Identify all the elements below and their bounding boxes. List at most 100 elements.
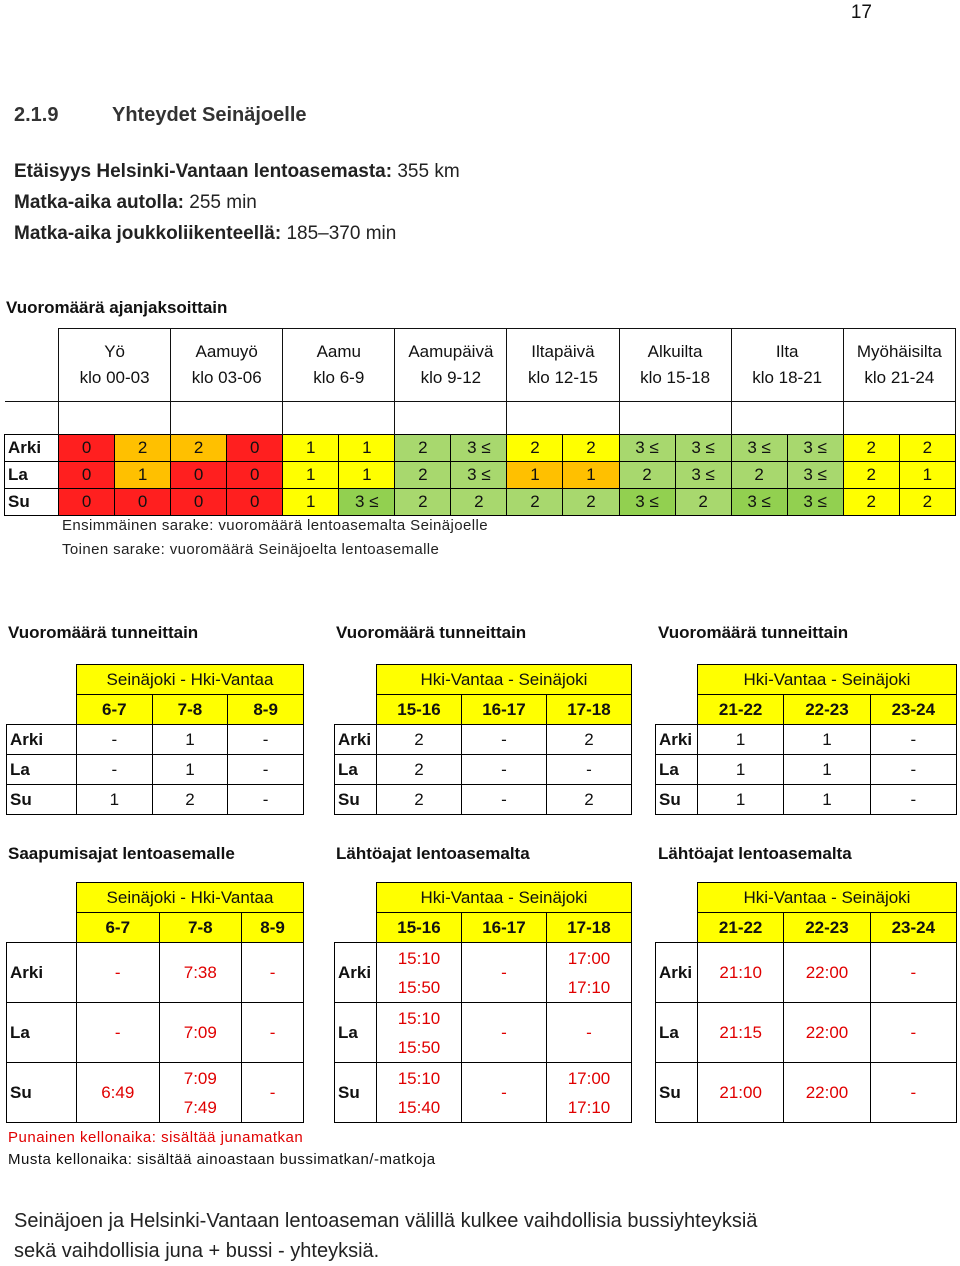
time-cell: - [460,1002,547,1063]
day-label: Arki [655,942,698,1003]
time-cell: 17:00 17:10 [545,1062,633,1123]
time-cell: - [76,1002,160,1063]
time-value: - [114,1023,121,1042]
period-hours: klo 00-03 [79,368,150,387]
bottom-line-1: Seinäjoen ja Helsinki-Vantaan lentoasema… [14,1210,758,1232]
frequency-cell: 2 [842,461,900,489]
count-cell: - [460,784,547,815]
day-label: La [6,1002,77,1063]
time-value: 22:00 [805,1083,849,1102]
frequency-cell: 3 ≤ [338,488,396,516]
period-name: Ilta [775,342,799,361]
day-label: La [334,1002,377,1063]
hour-column: 21-22 [696,694,785,725]
frequency-cell: 1 [282,434,340,462]
frequency-cell: 3 ≤ [786,434,844,462]
frequency-cell: 0 [226,434,284,462]
frequency-cell: 0 [226,488,284,516]
day-row: Arki 2-2 [334,724,633,755]
frequency-cell: 0 [226,461,284,489]
frequency-cell: 2 [562,434,620,462]
day-label: La [3,461,60,489]
time-cell: 22:00 [783,1002,871,1063]
day-row: Su 0 0 0 0 1 3 ≤2 2 2 2 3 ≤2 3 ≤3 ≤2 2 [3,488,957,516]
period-hours: klo 9-12 [420,368,482,387]
period-name: Iltapäivä [531,342,595,361]
time-table-3-heading: Lähtöajat lentoasemalta [658,844,852,863]
hour-column: 16-17 [460,912,547,943]
frequency-cell: 2 [842,488,900,516]
day-row: Su 6:49 7:09 7:49 - [6,1062,304,1123]
day-row: La 0 1 0 0 1 1 2 3 ≤1 1 2 3 ≤2 3 ≤2 1 [3,461,957,489]
hour-column: 22-23 [783,912,871,943]
time-value: - [501,1023,507,1042]
hour-table-2-heading: Vuoromäärä tunneittain [336,623,527,642]
time-table-3: Hki-Vantaa - Seinäjoki 21-22 22-23 23-24 Ark… [655,882,958,1123]
frequency-cell: 3 ≤ [730,434,788,462]
day-label: Su [6,784,77,815]
hour-column: 21-22 [696,912,785,943]
hour-columns-row: 6-7 7-8 8-9 [6,912,304,943]
count-cell: - [869,754,958,785]
frequency-cell: 3 ≤ [450,461,508,489]
hour-column: 22-23 [783,694,871,725]
frequency-cell: 3 ≤ [786,461,844,489]
count-cell: - [545,754,633,785]
period-header: Yö klo 00-03 [58,328,172,402]
time-table-2: Hki-Vantaa - Seinäjoki 15-16 16-17 17-18 Ark… [334,882,633,1123]
time-cell: 22:00 [783,1062,871,1123]
time-table-1-heading: Saapumisajat lentoasemalle [8,844,235,863]
count-cell: 1 [76,784,153,815]
time-value: 15:50 [397,1037,441,1057]
route-label: Seinäjoki - Hki-Vantaa [76,882,304,913]
day-label: Arki [6,942,77,1003]
day-label: Arki [334,724,377,755]
frequency-cell: 2 [394,488,452,516]
period-header-row: Yö klo 00-03 Aamuyö klo 03-06 Aamu klo 6-9 Aam… [4,328,957,402]
frequency-cell: 2 [450,488,508,516]
period-name: Aamupäivä [408,342,494,361]
count-cell: 2 [545,724,633,755]
hour-columns-row: 15-16 16-17 17-18 [334,912,633,943]
section-heading: 2.1.9 Yhteydet Seinäjoelle [14,104,307,127]
frequency-cell: 1 [562,461,620,489]
time-value: 7:38 [183,963,217,982]
time-value: 21:15 [719,1023,762,1042]
hour-column: 7-8 [158,912,243,943]
day-label: Su [3,488,60,516]
time-value: - [501,1083,507,1102]
day-label: Su [334,1062,377,1123]
frequency-cell: 1 [338,461,396,489]
hour-column: 15-16 [376,912,462,943]
count-cell: 2 [151,784,229,815]
count-cell: 1 [151,754,229,785]
hour-column: 23-24 [869,694,958,725]
note-second-column: Toinen sarake: vuoromäärä Seinäjoelta le… [62,541,440,558]
frequency-cell: 1 [282,461,340,489]
time-value: - [114,963,121,982]
hour-column: 17-18 [545,694,633,725]
day-row: La -1- [6,754,304,785]
count-cell: 1 [783,784,871,815]
frequency-cell: 2 [898,488,957,516]
day-label: Arki [655,724,698,755]
period-header: Alkuilta klo 15-18 [618,328,732,402]
route-row: Seinäjoki - Hki-Vantaa [6,664,304,695]
count-cell: - [76,724,153,755]
time-value: - [910,1083,917,1102]
hour-table-2: Hki-Vantaa - Seinäjoki 15-16 16-17 17-18 Ark… [334,664,633,815]
route-spacer [6,882,77,913]
header-gap [4,401,957,435]
period-hours: klo 03-06 [191,368,262,387]
count-cell: 1 [696,784,785,815]
gap-cell [4,401,60,435]
time-cell: 21:00 [696,1062,785,1123]
gap-cell [394,401,508,435]
bottom-paragraph: Seinäjoen ja Helsinki-Vantaan lentoasema… [14,1206,757,1266]
hour-column: 17-18 [545,912,633,943]
frequency-cell: 1 [282,488,340,516]
period-name: Aamuyö [195,342,258,361]
period-hours: klo 6-9 [313,368,365,387]
frequency-cell: 3 ≤ [786,488,844,516]
frequency-cell: 2 [618,461,676,489]
